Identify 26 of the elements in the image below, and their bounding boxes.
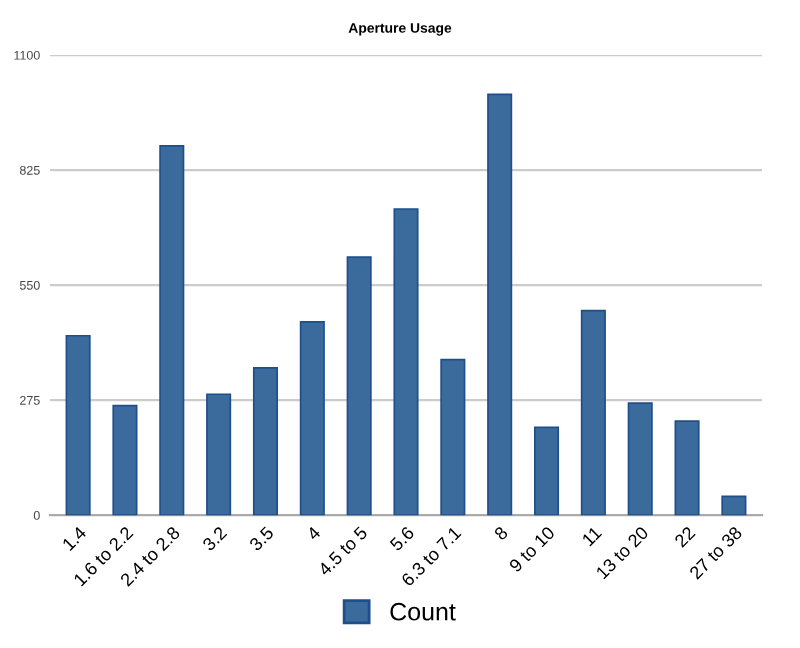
bar xyxy=(533,426,560,516)
bar xyxy=(580,309,606,516)
bar xyxy=(393,208,419,516)
bar xyxy=(627,402,653,516)
bar xyxy=(112,404,138,516)
bar xyxy=(721,495,747,516)
x-tick-label: 3.5 xyxy=(248,525,275,552)
bar xyxy=(299,321,325,516)
bar xyxy=(346,256,372,516)
x-tick-label: 4 xyxy=(305,525,322,541)
bar xyxy=(65,334,91,516)
bar xyxy=(487,93,513,516)
x-tick-label: 11 xyxy=(581,525,602,547)
bar xyxy=(206,393,232,516)
bar xyxy=(252,367,279,516)
bar xyxy=(440,358,466,516)
x-tick-label: 5.6 xyxy=(389,525,415,552)
x-tick-label: 1.4 xyxy=(61,525,87,551)
bar xyxy=(674,420,700,516)
x-tick-label: 3.2 xyxy=(201,525,228,552)
legend-label: Count xyxy=(390,602,456,621)
x-tick-label: 8 xyxy=(493,525,509,541)
bar xyxy=(159,145,185,516)
x-tick-label: 9 to 10 xyxy=(508,525,556,573)
x-tick-label: 4.5 to 5 xyxy=(317,525,368,577)
x-tick-label: 22 xyxy=(673,525,696,548)
